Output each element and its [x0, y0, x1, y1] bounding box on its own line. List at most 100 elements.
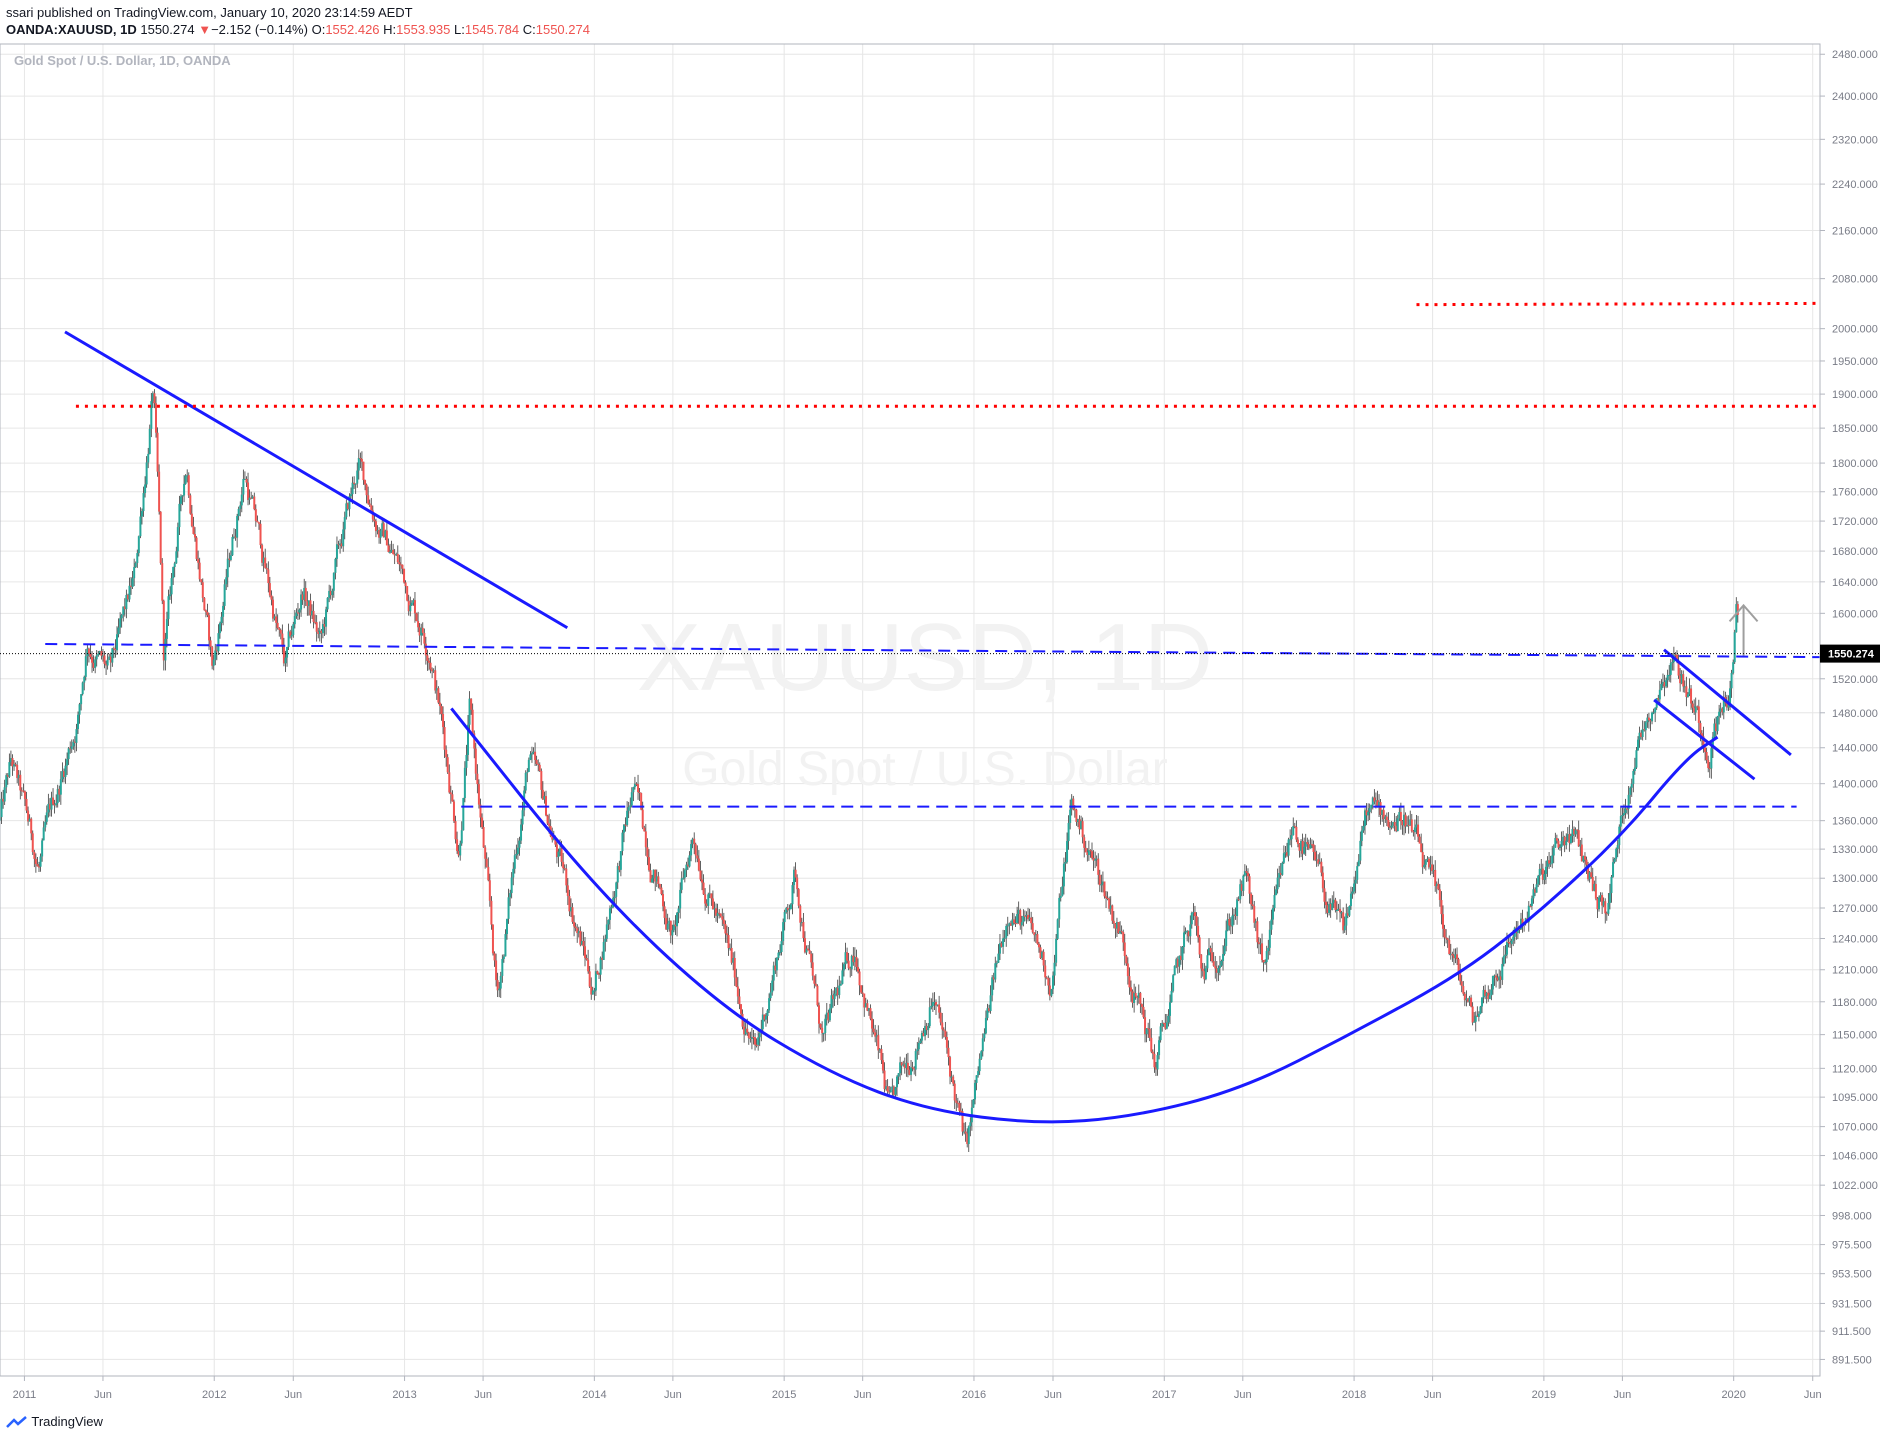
- candle-body: [958, 1103, 961, 1111]
- candle-body: [900, 1062, 903, 1066]
- candle-body: [1516, 929, 1519, 933]
- candle-body: [1058, 897, 1061, 920]
- candle-body: [1484, 989, 1487, 996]
- candle-body: [624, 824, 627, 826]
- candle-body: [1474, 1015, 1477, 1022]
- x-tick-label: Jun: [1804, 1389, 1822, 1401]
- candle-body: [1707, 760, 1710, 769]
- candle-body: [1374, 800, 1377, 802]
- candle-body: [682, 877, 685, 879]
- candle-body: [718, 912, 721, 914]
- candle-body: [607, 919, 610, 925]
- candle-body: [671, 930, 674, 936]
- candle-body: [200, 579, 203, 583]
- candle-body: [1406, 825, 1409, 827]
- candle-body: [468, 698, 471, 725]
- candle-body: [239, 505, 242, 509]
- y-tick-label: 2240.000: [1832, 179, 1878, 191]
- candle-body: [406, 586, 409, 601]
- candle-body: [477, 784, 480, 805]
- candle-body: [1587, 864, 1590, 880]
- candle-body: [557, 851, 560, 858]
- candle-body: [1156, 1055, 1159, 1070]
- candle-body: [1022, 915, 1025, 923]
- candle-body: [315, 622, 318, 632]
- candle-body: [568, 896, 571, 912]
- candle-body: [758, 1033, 761, 1038]
- candle-body: [1393, 822, 1396, 826]
- candle-body: [276, 622, 279, 629]
- candle-body: [1284, 852, 1287, 854]
- candle-body: [1301, 841, 1304, 854]
- candle-body: [1602, 901, 1605, 906]
- candle-body: [1052, 975, 1054, 990]
- candle-body: [630, 792, 633, 806]
- candle-body: [130, 585, 133, 587]
- candle-body: [992, 977, 995, 980]
- candle-body: [111, 648, 114, 663]
- candle-body: [233, 536, 235, 538]
- candle-body: [1676, 654, 1678, 661]
- candle-body: [446, 757, 449, 773]
- candle-body: [1713, 723, 1716, 737]
- candle-body: [1574, 829, 1577, 835]
- candle-body: [512, 868, 515, 878]
- watermark-name: Gold Spot / U.S. Dollar: [682, 743, 1168, 796]
- candle-body: [1460, 981, 1463, 987]
- candle-body: [329, 590, 332, 596]
- candle-body: [175, 551, 178, 564]
- candle-body: [1282, 853, 1285, 863]
- candle-body: [587, 959, 590, 972]
- candle-body: [373, 519, 376, 522]
- candle-body: [1434, 869, 1437, 886]
- candle-body: [816, 985, 819, 1006]
- candle-body: [452, 801, 455, 822]
- x-tick-label: 2020: [1721, 1389, 1745, 1401]
- price-axis[interactable]: 891.500 911.500 931.500 953.500 975.500 998.0…: [1820, 49, 1878, 1366]
- candle-body: [137, 536, 140, 554]
- candle-body: [733, 957, 736, 978]
- candle-body: [1023, 915, 1026, 917]
- y-tick-label: 1760.000: [1832, 487, 1878, 499]
- candle-body: [771, 980, 774, 993]
- candle-body: [392, 549, 395, 555]
- candle-body: [270, 595, 273, 600]
- candle-body: [978, 1058, 981, 1072]
- candle-body: [1715, 723, 1717, 732]
- candle-body: [596, 971, 599, 974]
- candle-body: [738, 996, 741, 1005]
- candle-body: [476, 773, 479, 785]
- candle-body: [1117, 922, 1120, 934]
- candle-body: [924, 1025, 927, 1037]
- candle-body: [532, 751, 535, 754]
- candle-body: [1254, 921, 1257, 923]
- candle-body: [1243, 871, 1246, 876]
- candle-body: [1381, 810, 1384, 815]
- candle-body: [459, 843, 462, 856]
- candle-body: [228, 558, 231, 560]
- time-axis[interactable]: 2011 Jun 2012 Jun 2013 Jun 2014 Jun 2015 Jun 2016 J…: [13, 1376, 1822, 1401]
- candle-body: [1404, 814, 1407, 827]
- candle-body: [206, 611, 209, 616]
- candle-body: [1487, 992, 1490, 1000]
- candle-body: [1473, 1021, 1476, 1023]
- candle-body: [328, 590, 331, 598]
- candle-body: [1335, 910, 1338, 912]
- candle-body: [1240, 884, 1243, 891]
- candle-body: [1605, 913, 1608, 915]
- candle-body: [1649, 720, 1652, 722]
- high-label: H:: [383, 22, 397, 37]
- x-tick-label: 2013: [392, 1389, 416, 1401]
- candle-body: [23, 791, 26, 799]
- candle-body: [846, 952, 849, 961]
- candle-body: [1206, 955, 1209, 969]
- candle-body: [1365, 810, 1368, 816]
- candle-body: [334, 558, 337, 573]
- candle-body: [1328, 903, 1331, 913]
- candle-body: [1349, 893, 1352, 907]
- candle-body: [1072, 798, 1075, 810]
- candle-body: [222, 605, 225, 617]
- candle-body: [1253, 905, 1256, 923]
- y-tick-label: 1150.000: [1832, 1030, 1877, 1042]
